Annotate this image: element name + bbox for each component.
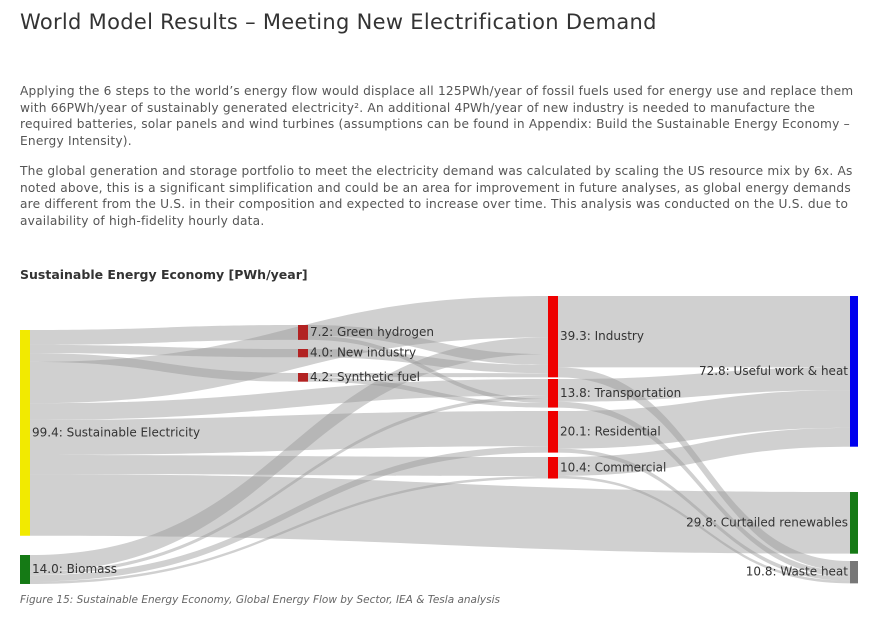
node [548, 411, 558, 453]
node [20, 330, 30, 536]
node [850, 296, 858, 447]
node-label: 72.8: Useful work & heat [699, 364, 848, 378]
flow-link [308, 349, 548, 374]
flow-link [30, 455, 548, 477]
flow-link [30, 411, 548, 456]
flow-link [30, 476, 548, 584]
node [850, 492, 858, 554]
node-label: 4.0: New industry [310, 346, 416, 360]
node-label: 99.4: Sustainable Electricity [32, 425, 200, 439]
flow-link [308, 373, 548, 378]
flow-link [30, 446, 548, 582]
flow-link [558, 475, 850, 584]
paragraph: Applying the 6 steps to the world’s ener… [20, 84, 854, 148]
flow-link [30, 325, 298, 345]
node-label: 14.0: Biomass [32, 562, 117, 576]
flow-link [558, 296, 850, 368]
node [548, 457, 558, 479]
flow-link [558, 390, 850, 449]
flow-link [30, 379, 548, 420]
flow-link [558, 427, 850, 476]
node [298, 373, 308, 382]
node [548, 379, 558, 408]
flow-link [30, 353, 298, 382]
node [850, 561, 858, 584]
node-label: 13.8: Transportation [560, 386, 681, 400]
flow-link [558, 367, 850, 402]
caption: Figure 15: Sustainable Energy Economy, G… [20, 594, 500, 606]
flow-link [308, 377, 548, 408]
flow-link [558, 401, 850, 577]
flow-link [308, 335, 548, 404]
node [20, 555, 30, 584]
node-label: 29.8: Curtailed renewables [686, 515, 848, 529]
page-title: World Model Results – Meeting New Electr… [20, 10, 657, 34]
flow-link [308, 325, 548, 365]
flow-link [30, 395, 548, 576]
node-label: 39.3: Industry [560, 329, 644, 343]
flow-link [30, 337, 548, 572]
node-label: 10.4: Commercial [560, 460, 666, 474]
node-label: 7.2: Green hydrogen [310, 325, 434, 339]
node [298, 349, 308, 358]
node-label: 20.1: Residential [560, 424, 661, 438]
node-label: 4.2: Synthetic fuel [310, 370, 420, 384]
flow-link [30, 344, 298, 358]
node [298, 325, 308, 340]
node [548, 296, 558, 378]
flow-link [558, 367, 850, 571]
flow-link [558, 448, 850, 581]
chart-title: Sustainable Energy Economy [PWh/year] [20, 267, 308, 282]
flow-link [30, 296, 548, 404]
paragraph: The global generation and storage portfo… [20, 164, 853, 228]
flow-link [30, 474, 850, 554]
node-label: 10.8: Waste heat [746, 565, 849, 579]
